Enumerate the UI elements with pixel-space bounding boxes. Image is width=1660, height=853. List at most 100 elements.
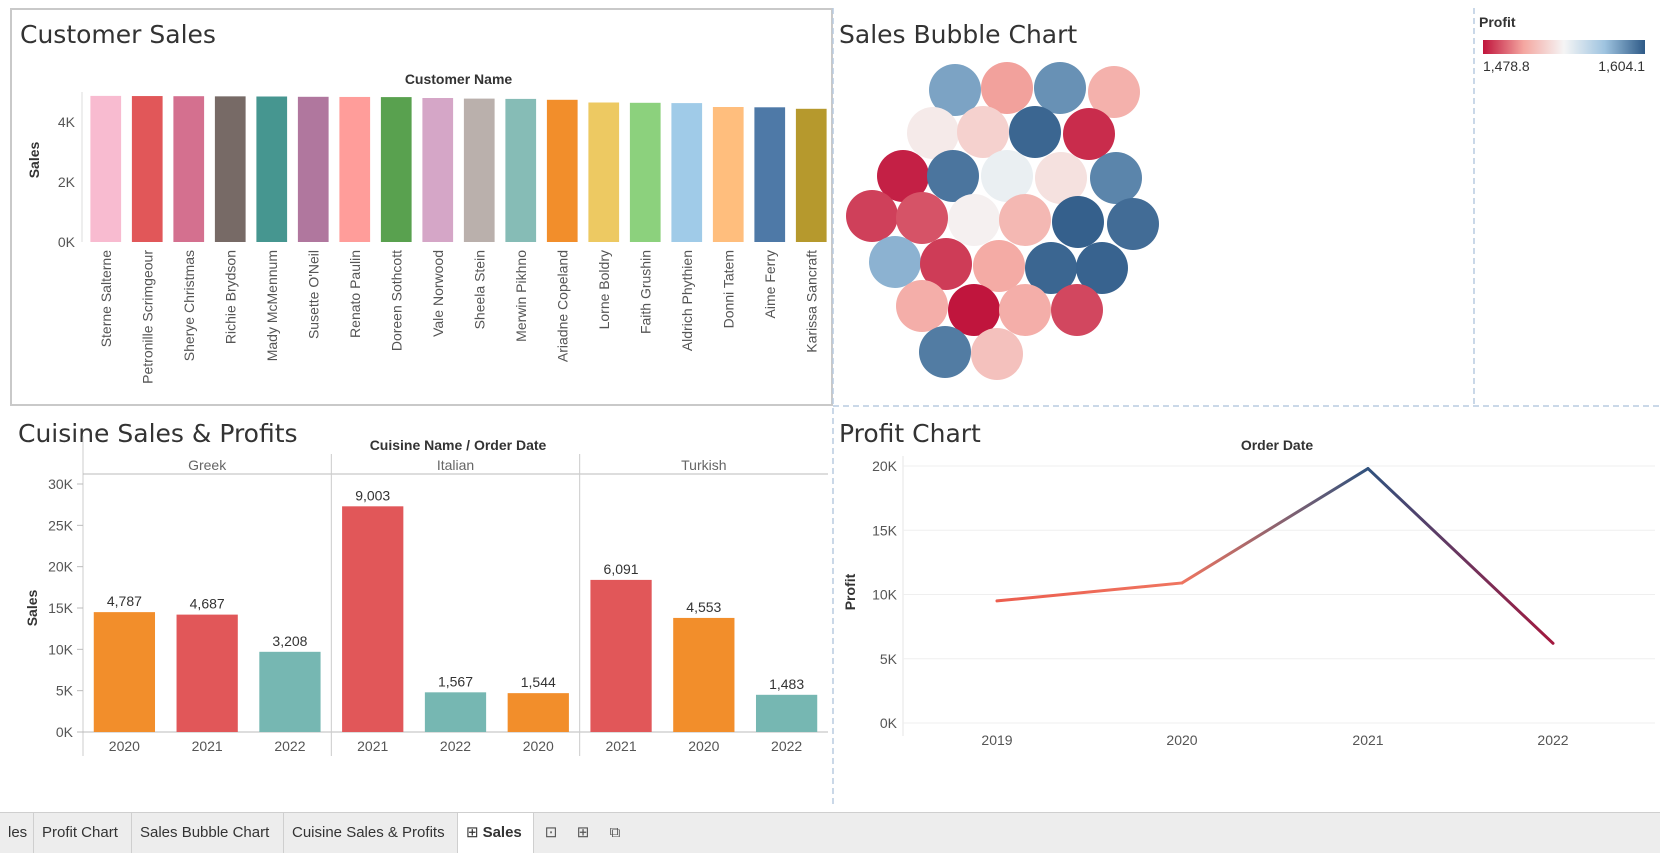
customer-y-axis-label: Sales — [26, 141, 42, 178]
cuisine-data-label: 1,544 — [521, 674, 556, 690]
cuisine-sales-bar — [590, 579, 652, 732]
cuisine-sales-bar — [673, 617, 735, 732]
sales-bubble — [1107, 198, 1159, 250]
new-story-icon[interactable]: ⧉ — [609, 824, 621, 841]
customer-sales-bar — [712, 107, 744, 242]
sales-bubble — [957, 106, 1009, 158]
sales-bubble — [846, 190, 898, 242]
sales-bubble — [1063, 108, 1115, 160]
tab-sales-partial[interactable]: les — [0, 813, 34, 853]
customer-name-label: Merwin Pikhno — [513, 250, 529, 342]
grid-icon: ⊞ — [466, 824, 479, 841]
customer-name-label: Ariadne Copeland — [554, 250, 570, 362]
sales-bubble — [973, 240, 1025, 292]
sales-bubble — [929, 64, 981, 116]
customer-sales-bar — [297, 96, 329, 242]
sales-bubble — [920, 238, 972, 290]
sales-bubble — [1088, 66, 1140, 118]
sales-bubble-chart[interactable] — [835, 8, 1475, 406]
cuisine-year-label: 2022 — [440, 738, 471, 754]
profit-x-tick-label: 2020 — [1166, 732, 1197, 748]
profit-line-chart[interactable]: Order Date Profit 0K 5K 10K 15K 20K 2019 2020 202… — [835, 408, 1660, 810]
cuisine-group-label: Turkish — [681, 457, 726, 473]
cuisine-sales-bar — [93, 612, 156, 732]
profit-y-axis-label: Profit — [842, 573, 858, 610]
sales-bubble — [896, 280, 948, 332]
customer-name-label: Renato Paulin — [347, 250, 363, 338]
profit-y-tick-label: 10K — [872, 587, 898, 603]
customer-sales-panel: Customer Sales Customer Name Sales 0K 2K 4K S… — [10, 8, 833, 406]
legend-min-label: 1,478.8 — [1483, 58, 1530, 74]
profit-x-tick-label: 2021 — [1352, 732, 1383, 748]
customer-sales-bar — [214, 96, 246, 242]
customer-sales-bar — [256, 96, 288, 242]
sales-bubble — [999, 194, 1051, 246]
customer-sales-bar — [380, 97, 412, 242]
sales-bubble-title: Sales Bubble Chart — [839, 20, 1078, 49]
cuisine-sales-bar — [342, 506, 404, 732]
customer-name-label: Sterne Salterne — [98, 250, 114, 347]
sales-bubble — [1051, 284, 1103, 336]
cuisine-y-tick-label: 20K — [48, 559, 74, 575]
profit-y-tick-label: 0K — [880, 715, 898, 731]
sales-bubble — [999, 284, 1051, 336]
tab-sales-bubble-chart[interactable]: Sales Bubble Chart — [132, 813, 284, 853]
cuisine-y-tick-label: 5K — [56, 683, 74, 699]
cuisine-y-tick-label: 10K — [48, 641, 74, 657]
profit-legend-panel[interactable]: Profit 1,478.8 1,604.1 — [1475, 8, 1660, 406]
customer-header-label: Customer Name — [405, 71, 513, 87]
cuisine-sales-title: Cuisine Sales & Profits — [18, 419, 298, 448]
tab-profit-chart[interactable]: Profit Chart — [34, 813, 132, 853]
customer-y-tick-label: 4K — [58, 114, 76, 130]
cuisine-sales-bar — [424, 692, 487, 732]
customer-sales-bar — [588, 102, 620, 242]
customer-name-label: Lorne Boldry — [596, 250, 612, 329]
cuisine-sales-chart[interactable]: Cuisine Name / Order Date Sales 0K 5K 10K 15K… — [10, 408, 833, 810]
legend-max-label: 1,604.1 — [1598, 58, 1645, 74]
profit-chart-title: Profit Chart — [839, 419, 981, 448]
legend-gradient — [1483, 40, 1645, 54]
sales-bubble — [1090, 152, 1142, 204]
new-dashboard-icon[interactable]: ⊞ — [576, 824, 590, 841]
cuisine-y-tick-label: 0K — [56, 724, 74, 740]
profit-line-segment — [1366, 467, 1555, 645]
sales-bubble — [907, 107, 959, 159]
tab-sales[interactable]: ⊞ Sales — [458, 813, 534, 853]
sales-bubble — [896, 192, 948, 244]
cuisine-sales-bar — [259, 651, 321, 732]
customer-sales-bar — [90, 95, 122, 243]
cuisine-y-tick-label: 30K — [48, 476, 74, 492]
cuisine-data-label: 9,003 — [355, 487, 390, 503]
profit-x-tick-label: 2022 — [1537, 732, 1568, 748]
profit-line-segment — [1180, 467, 1370, 585]
sheet-tab-bar: les Profit Chart Sales Bubble Chart Cuis… — [0, 812, 1660, 853]
cuisine-data-label: 4,687 — [190, 596, 225, 612]
cuisine-year-label: 2022 — [274, 738, 305, 754]
sales-bubble — [869, 236, 921, 288]
cuisine-y-tick-label: 25K — [48, 517, 74, 533]
legend-title: Profit — [1479, 14, 1516, 30]
tab-label: Profit Chart — [42, 824, 118, 841]
cuisine-year-label: 2020 — [109, 738, 140, 754]
customer-sales-chart[interactable]: Customer Name Sales 0K 2K 4K Sterne Salterne P… — [12, 10, 835, 408]
new-worksheet-icon[interactable]: ⊡ — [544, 824, 558, 841]
customer-name-label: Mady McMennum — [264, 250, 280, 361]
cuisine-y-tick-label: 15K — [48, 600, 74, 616]
cuisine-data-label: 3,208 — [272, 633, 307, 649]
cuisine-sales-bar — [507, 693, 569, 732]
customer-y-tick-label: 0K — [58, 234, 76, 250]
sales-bubble-panel: Sales Bubble Chart — [835, 8, 1475, 406]
tab-label: Sales Bubble Chart — [140, 824, 270, 841]
cuisine-group-label: Italian — [437, 457, 474, 473]
tab-label: les — [8, 824, 28, 841]
customer-name-label: Faith Grushin — [637, 250, 653, 334]
customer-name-label: Susette O'Neil — [305, 250, 321, 339]
customer-name-label: Sheela Stein — [471, 250, 487, 329]
cuisine-sales-panel: Cuisine Sales & Profits Cuisine Name / O… — [10, 408, 833, 810]
sales-bubble — [948, 194, 1000, 246]
tab-label: Cuisine Sales & Profits — [292, 824, 445, 841]
customer-name-label: Karissa Sancraft — [803, 250, 819, 353]
tab-cuisine-sales-profits[interactable]: Cuisine Sales & Profits — [284, 813, 458, 853]
cuisine-year-label: 2022 — [771, 738, 802, 754]
tab-label: Sales — [482, 824, 522, 841]
